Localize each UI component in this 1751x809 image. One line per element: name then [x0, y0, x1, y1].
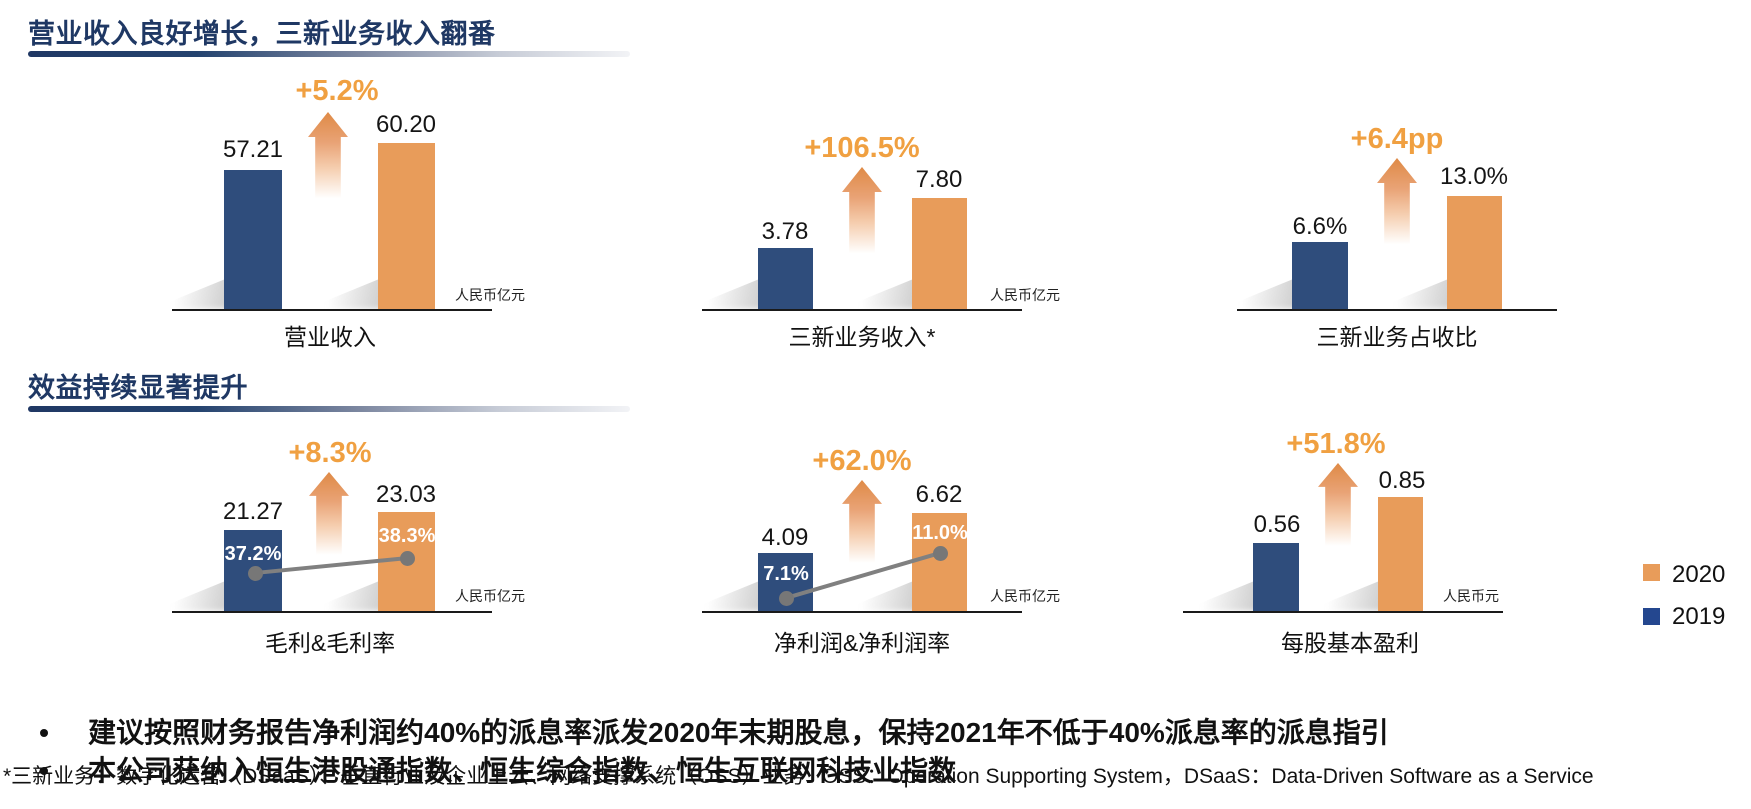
growth-label: +8.3%: [288, 437, 372, 469]
value-label-2020: 0.85: [1378, 467, 1426, 494]
growth-label: +5.2%: [295, 75, 379, 107]
trend-dot-2020: [933, 546, 948, 561]
axis-baseline: [702, 611, 1022, 613]
unit-label: 人民币元: [1443, 588, 1499, 604]
value-label-2019: 3.78: [761, 218, 809, 245]
axis-baseline: [702, 309, 1022, 311]
bar-2020: [1378, 497, 1423, 612]
unit-label: 人民币亿元: [990, 588, 1060, 604]
bar-2020: [1447, 196, 1502, 310]
trend-dot-2020: [400, 551, 415, 566]
chart-label: 每股基本盈利: [1281, 630, 1419, 656]
rate-label-2019: 37.2%: [224, 543, 282, 565]
axis-baseline: [172, 611, 492, 613]
trend-dot-2019: [779, 591, 794, 606]
value-label-2019: 57.21: [222, 136, 284, 163]
growth-label: +62.0%: [812, 445, 912, 477]
legend-label-2020: 2020: [1672, 561, 1726, 588]
growth-label: +106.5%: [804, 132, 920, 164]
up-arrow-icon: [842, 167, 882, 263]
bar-2020: [912, 513, 967, 612]
rate-label-2020: 38.3%: [378, 525, 436, 547]
up-arrow-icon: [842, 480, 882, 572]
up-arrow-icon: [309, 472, 349, 564]
value-label-2020: 13.0%: [1439, 163, 1509, 190]
bar-2020: [912, 198, 967, 310]
unit-label: 人民币亿元: [455, 287, 525, 303]
chart-label: 毛利&毛利率: [264, 630, 396, 656]
bar-2019: [224, 170, 282, 310]
rate-label-2020: 11.0%: [912, 522, 968, 544]
bar-2019: [758, 248, 813, 310]
value-label-2019: 0.56: [1253, 511, 1301, 538]
value-label-2019: 6.6%: [1292, 213, 1348, 240]
bar-2019: [1253, 543, 1299, 612]
value-label-2019: 21.27: [222, 498, 284, 525]
unit-label: 人民币亿元: [990, 287, 1060, 303]
up-arrow-icon: [1377, 158, 1417, 254]
section-2-underline: [28, 406, 630, 412]
legend-swatch-2020: [1643, 564, 1660, 581]
bar-2019: [1292, 242, 1348, 310]
unit-label: 人民币亿元: [455, 588, 525, 604]
legend-swatch-2019: [1643, 608, 1660, 625]
value-label-2019: 4.09: [761, 524, 809, 551]
bullet-marker: •: [39, 717, 49, 748]
growth-label: +51.8%: [1286, 428, 1386, 460]
rate-label-2019: 7.1%: [763, 563, 809, 585]
chart-label: 净利润&净利润率: [773, 630, 951, 656]
axis-baseline: [1183, 611, 1503, 613]
value-label-2020: 60.20: [375, 111, 437, 138]
legend-label-2019: 2019: [1672, 603, 1726, 630]
footnote: *三新业务：数字化运营（DSaaS）、垂直行业及企业上云、网络支撑系统（OSS）…: [3, 765, 1594, 788]
bullet-item-dividend: • 建议按照财务报告净利润约40%的派息率派发2020年末期股息，保持2021年不…: [8, 679, 1389, 787]
value-label-2020: 23.03: [375, 481, 437, 508]
bullet-text: 建议按照财务报告净利润约40%的派息率派发2020年末期股息，保持2021年不低…: [88, 717, 1389, 748]
section-1-underline: [28, 51, 630, 57]
chart-label: 三新业务收入*: [788, 324, 936, 350]
bullet-text: 本公司获纳入恒生港股通指数、恒生综合指数、恒生互联网科技业指数: [88, 755, 957, 786]
bar-2020: [378, 143, 435, 310]
bullet-item-index-inclusion: • 本公司获纳入恒生港股通指数、恒生综合指数、恒生互联网科技业指数: [8, 717, 956, 809]
chart-label: 营业收入: [284, 324, 376, 350]
section-2-title: 效益持续显著提升: [28, 373, 248, 403]
axis-baseline: [172, 309, 492, 311]
growth-label: +6.4pp: [1350, 123, 1444, 155]
value-label-2020: 7.80: [915, 166, 963, 193]
chart-label: 三新业务占收比: [1316, 324, 1478, 350]
section-1-title: 营业收入良好增长，三新业务收入翻番: [28, 19, 496, 49]
bullet-marker: •: [39, 755, 49, 786]
trend-dot-2019: [248, 566, 263, 581]
axis-baseline: [1237, 309, 1557, 311]
value-label-2020: 6.62: [915, 481, 963, 508]
up-arrow-icon: [308, 112, 348, 208]
